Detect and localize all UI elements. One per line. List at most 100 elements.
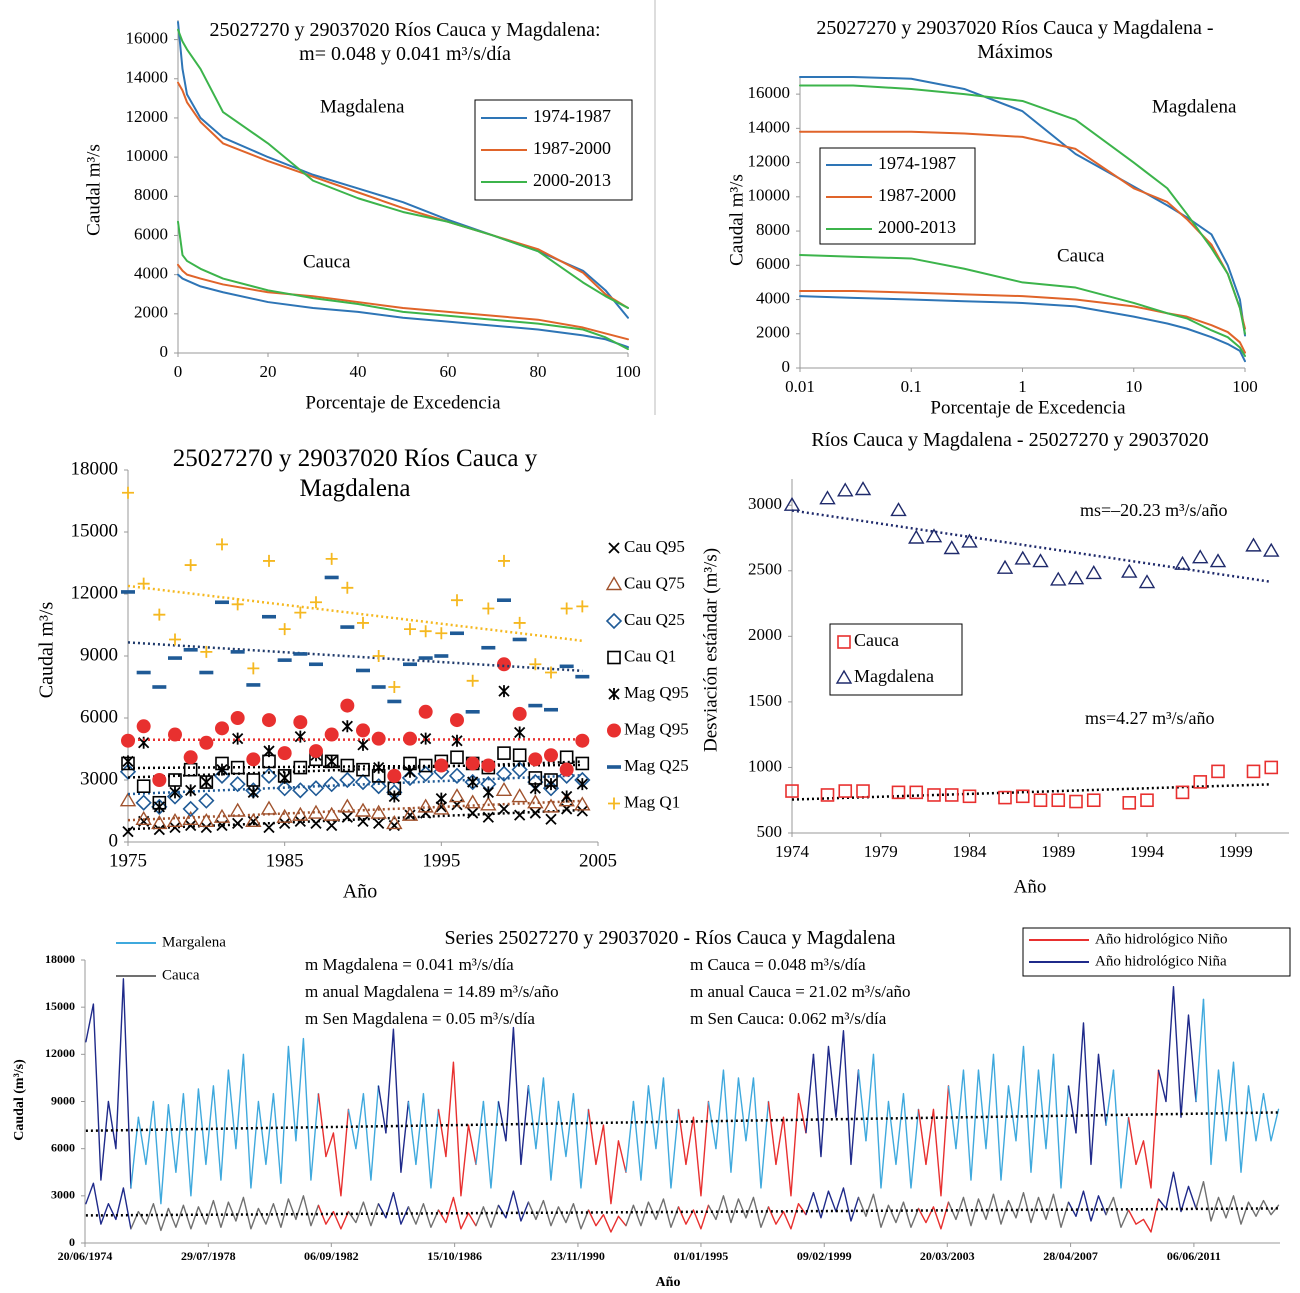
line-connector [407,1206,417,1225]
point [927,788,941,802]
line-connector [1195,999,1205,1102]
line-series [715,1195,770,1228]
line-series [799,289,1246,354]
point [277,658,292,662]
x-tick-label: 20/06/1974 [58,1249,113,1263]
line-series [632,1077,680,1189]
point [247,662,260,675]
point [514,726,526,739]
x-tick-label: 09/02/1999 [797,1249,852,1263]
x-axis-label: Año [1014,876,1047,897]
point [292,806,309,821]
point [891,785,906,800]
y-tick-label: 16000 [126,28,169,47]
point [497,657,511,672]
point [292,782,309,799]
point [529,658,542,671]
y-tick-label: 2000 [748,625,782,644]
line-connector [347,1109,357,1149]
legend-label: Cau Q1 [624,646,676,665]
line-series [177,273,629,349]
point [513,616,526,629]
point [1015,789,1030,804]
legend-label: Año hidrológico Niño [1095,931,1228,947]
legend-label: 1974-1987 [533,106,611,126]
x-tick-label: 06/09/1982 [304,1249,359,1263]
point [996,559,1014,574]
x-tick-label: 1974 [775,842,810,861]
point [1138,574,1156,589]
point [1069,794,1083,809]
point [1174,555,1191,570]
legend-marker [608,688,620,700]
point [419,625,432,638]
point [420,732,432,745]
point [1014,550,1031,565]
point [260,767,278,784]
line-series [445,1061,477,1197]
point [574,796,591,811]
point [498,554,510,567]
line-series [415,1092,440,1189]
line-connector [1127,1209,1137,1225]
x-tick-label: 0 [174,362,183,381]
annotation: Magdalena [320,96,405,117]
line-series [1202,1180,1280,1225]
y-tick-label: 15000 [71,520,119,541]
point [481,645,496,650]
point [373,761,385,774]
point [310,596,322,609]
x-tick-label: 28/04/2007 [1043,1249,1098,1263]
point [528,752,543,767]
y-axis-label: Desviación estándar (m³/s) [700,548,721,752]
point [433,800,450,815]
point [908,529,925,544]
legend-label: Margalena [162,934,226,950]
x-tick-label: 1989 [1041,842,1075,861]
y-tick-label: 3000 [748,494,782,513]
trendline [127,584,583,643]
point [199,735,214,750]
point [576,600,589,613]
point [122,826,134,838]
annotation: m Sen Cauca: 0.062 m³/s/día [690,1009,887,1028]
y-tick-label: 0 [160,342,169,361]
line-series [505,1190,530,1222]
line-connector [1157,1069,1167,1102]
legend-marker [607,723,621,738]
point [435,627,448,640]
point [512,637,527,642]
annotation: m anual Magdalena = 14.89 m³/s/año [305,982,559,1001]
x-axis-label: Porcentaje de Excedencia [305,392,501,413]
line-connector [130,1117,140,1189]
y-tick-label: 10000 [126,146,169,165]
trendline [127,773,583,796]
point [324,727,339,742]
annotation: Magdalena [1152,96,1237,117]
point [511,788,528,803]
point [514,809,526,821]
x-tick-label: 60 [440,362,457,381]
point [183,750,198,765]
point [559,664,574,669]
point [998,790,1012,805]
point [417,765,434,782]
point [890,502,907,517]
point [260,800,278,815]
line-series [177,81,629,309]
y-tick-label: 4000 [134,264,168,283]
point [293,652,308,656]
point [168,727,182,742]
line-series [812,1187,860,1222]
point [1175,785,1190,800]
point [838,784,853,798]
y-axis-label: Caudal (m³/s) [12,1059,27,1141]
point [216,763,228,776]
point [323,776,340,793]
point [837,482,854,497]
x-tick-label: 0.01 [785,377,815,396]
x-tick-label: 40 [350,362,367,381]
y-tick-label: 0 [109,830,119,851]
line-connector [437,1109,447,1157]
